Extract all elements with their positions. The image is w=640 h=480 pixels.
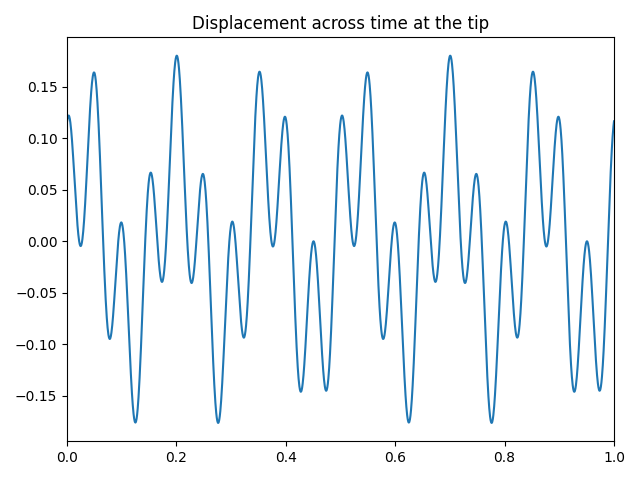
Title: Displacement across time at the tip: Displacement across time at the tip [192,15,489,33]
